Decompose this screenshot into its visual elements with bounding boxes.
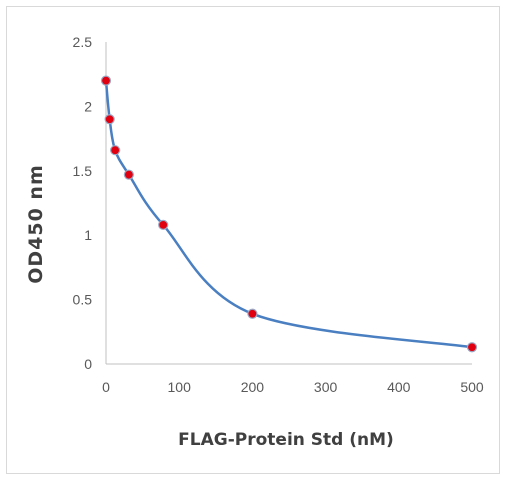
y-axis-label: OD450 nm bbox=[25, 164, 47, 284]
y-tick-label: 2.5 bbox=[73, 34, 93, 50]
data-point bbox=[104, 114, 115, 125]
x-tick-label: 300 bbox=[314, 379, 338, 395]
data-point bbox=[123, 169, 134, 180]
chart-frame bbox=[6, 6, 500, 474]
data-point bbox=[466, 342, 478, 353]
x-tick-labels: 0 100 200 300 400 500 bbox=[102, 379, 484, 395]
y-tick-label: 1.5 bbox=[73, 163, 93, 179]
series-line bbox=[104, 80, 473, 349]
data-point bbox=[247, 308, 258, 319]
y-tick-label: 2 bbox=[84, 98, 92, 114]
data-point bbox=[100, 75, 112, 86]
axes bbox=[105, 42, 472, 365]
y-tick-label: 0 bbox=[84, 356, 92, 372]
data-point bbox=[110, 145, 121, 156]
x-axis-label: FLAG-Protein Std (nM) bbox=[178, 430, 394, 450]
y-tick-labels: 0 0.5 1 1.5 2 2.5 bbox=[73, 34, 93, 372]
x-tick-label: 500 bbox=[460, 379, 484, 395]
data-points bbox=[100, 75, 478, 353]
x-tick-label: 100 bbox=[168, 379, 192, 395]
y-tick-label: 0.5 bbox=[73, 292, 93, 308]
x-tick-label: 200 bbox=[241, 379, 265, 395]
x-tick-label: 400 bbox=[387, 379, 411, 395]
data-point bbox=[158, 219, 169, 230]
x-tick-label: 0 bbox=[102, 379, 110, 395]
y-tick-label: 1 bbox=[84, 227, 92, 243]
